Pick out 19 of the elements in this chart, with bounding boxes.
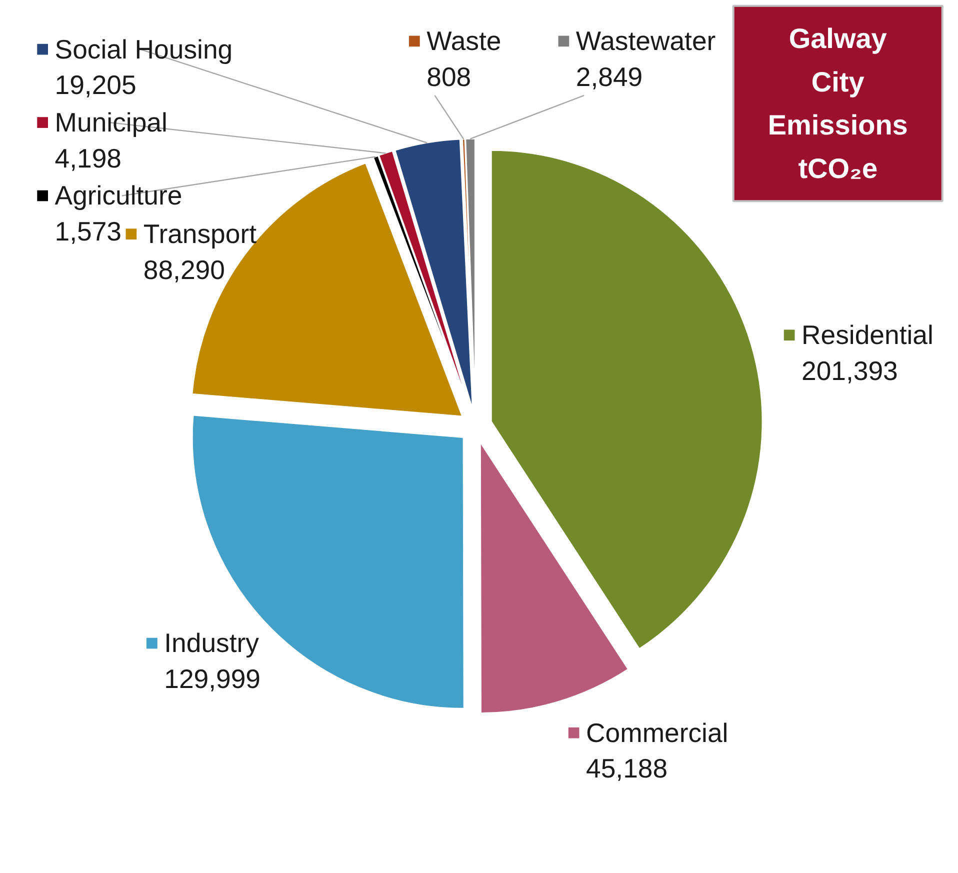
data-label: 1,573 bbox=[54, 216, 122, 246]
data-label: 88,290 bbox=[143, 254, 225, 285]
data-label: 808 bbox=[426, 62, 472, 92]
legend-label: Waste bbox=[426, 26, 502, 56]
data-label: 2,849 bbox=[576, 62, 643, 92]
data-label: 45,188 bbox=[586, 754, 668, 784]
legend-label: Wastewater bbox=[576, 26, 716, 56]
data-label: 4,198 bbox=[54, 143, 122, 174]
legend-label: Transport bbox=[143, 219, 258, 250]
legend-label: Agriculture bbox=[54, 180, 182, 211]
legend-label: Social Housing bbox=[54, 34, 233, 64]
legend-label: Residential bbox=[802, 320, 934, 350]
data-label: 129,999 bbox=[164, 664, 261, 694]
legend-label: Municipal bbox=[54, 108, 168, 138]
data-label: 19,205 bbox=[54, 70, 136, 100]
legend-label: Commercial bbox=[586, 718, 728, 748]
data-label: 201,393 bbox=[802, 356, 898, 386]
text: Galway City Emissions tCO₂e bbox=[768, 22, 908, 184]
legend-label: Industry bbox=[164, 628, 260, 658]
